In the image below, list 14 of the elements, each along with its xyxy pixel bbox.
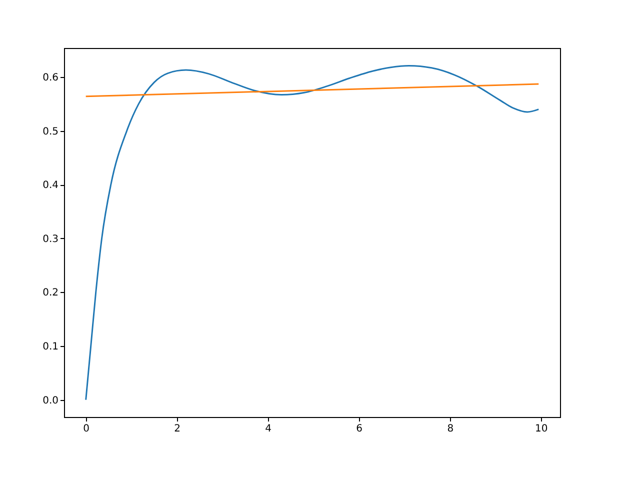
x-tick-label: 2 <box>174 424 181 434</box>
y-tick-label: 0.1 <box>42 341 58 352</box>
y-tick-label: 0.2 <box>42 288 58 299</box>
x-tick-label: 8 <box>447 424 454 434</box>
line-series <box>85 65 540 401</box>
x-tick-label: 0 <box>83 424 90 434</box>
y-tick-label: 0.0 <box>42 395 58 406</box>
y-tick-label: 0.4 <box>42 180 58 192</box>
y-tick-label: 0.3 <box>42 234 58 245</box>
x-tick-label: 4 <box>265 424 272 434</box>
y-tick-label: 0.5 <box>42 126 58 138</box>
x-tick-label: 10 <box>535 424 548 434</box>
x-tick-label: 6 <box>356 424 363 434</box>
y-tick-label: 0.6 <box>42 72 58 84</box>
